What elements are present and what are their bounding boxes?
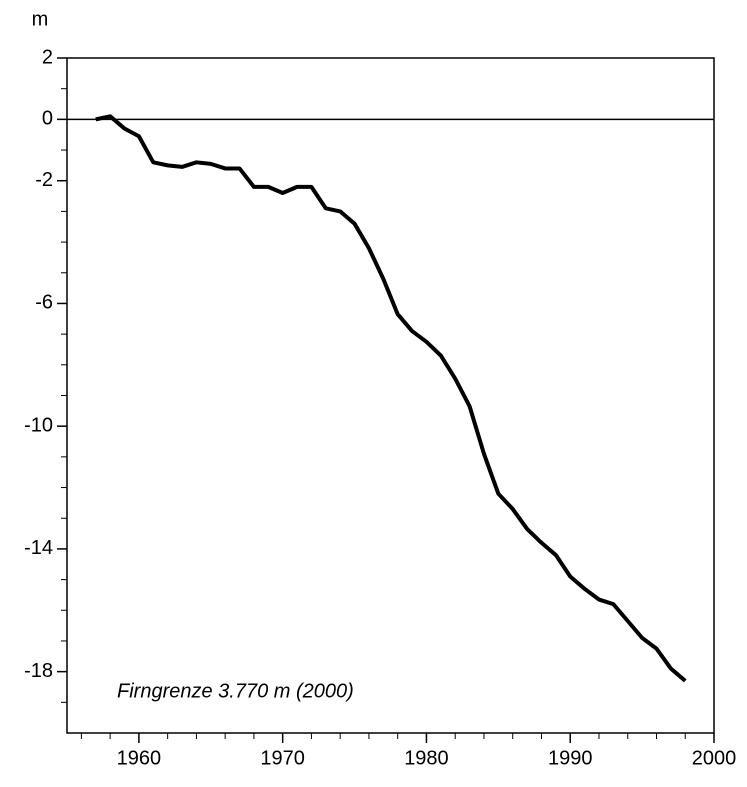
x-tick-label: 1970 [260,747,305,769]
y-tick-label: -2 [35,169,53,191]
x-tick-label: 2000 [692,747,737,769]
y-tick-label: -14 [24,537,53,559]
y-tick-label: -6 [35,292,53,314]
y-tick-label: -10 [24,414,53,436]
annotation: Firngrenze 3.770 m (2000) [117,680,354,702]
x-tick-label: 1990 [548,747,593,769]
y-tick-label: 2 [42,46,53,68]
y-tick-label: 0 [42,108,53,130]
y-axis-label: m [32,8,49,30]
x-tick-label: 1980 [404,747,449,769]
x-tick-label: 1960 [117,747,162,769]
data-line [95,114,687,683]
plot-frame [66,57,715,734]
y-tick-label: -18 [24,660,53,682]
